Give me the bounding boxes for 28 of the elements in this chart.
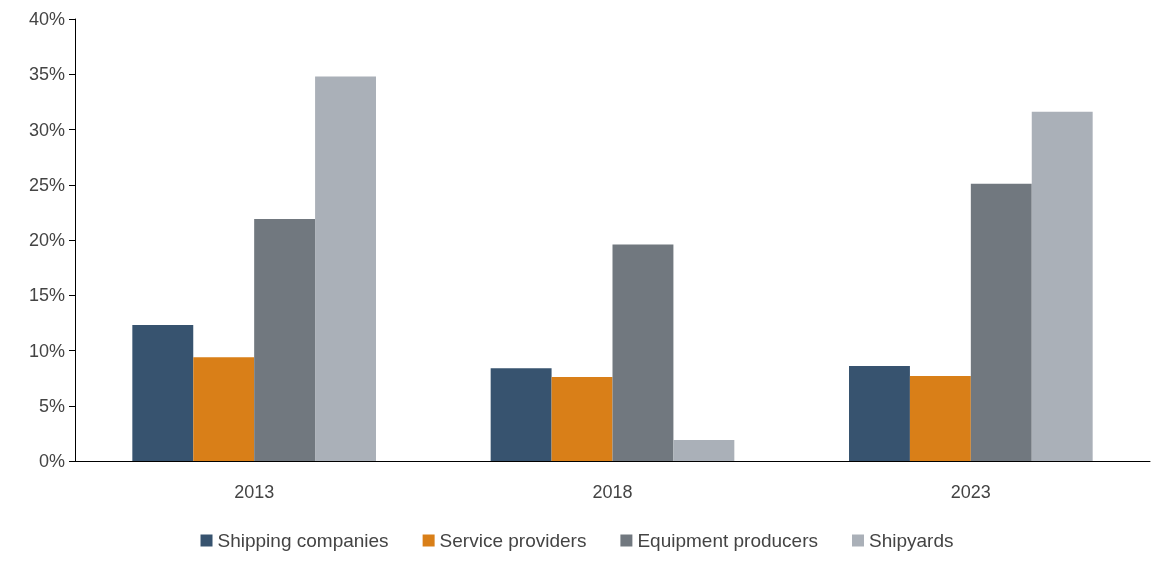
legend-label: Shipyards <box>869 530 954 551</box>
legend-label: Equipment producers <box>637 530 819 551</box>
bar <box>193 357 255 461</box>
bar <box>849 365 910 461</box>
legend-label: Service providers <box>439 530 587 551</box>
bar <box>970 183 1032 461</box>
y-tick-label: 40% <box>28 9 65 29</box>
x-tick-label: 2023 <box>950 482 991 502</box>
y-tick-label: 5% <box>38 395 65 416</box>
x-tick-label: 2013 <box>234 482 275 502</box>
bar <box>254 219 316 461</box>
y-tick-label: 30% <box>28 119 65 140</box>
bar <box>132 325 194 461</box>
legend-label: Shipping companies <box>217 530 389 551</box>
bar <box>909 375 971 461</box>
y-tick-label: 35% <box>28 64 65 85</box>
y-tick-label: 10% <box>28 340 65 361</box>
x-tick-label: 2018 <box>592 482 633 502</box>
y-tick-label: 15% <box>28 285 65 306</box>
bar <box>551 377 613 461</box>
bar <box>612 244 674 461</box>
bar <box>490 368 552 461</box>
bar <box>673 440 735 461</box>
bar <box>1031 111 1093 461</box>
y-tick-label: 25% <box>28 174 65 195</box>
y-tick-label: 20% <box>28 230 65 250</box>
y-tick-label: 0% <box>38 451 65 471</box>
bar <box>315 76 376 461</box>
